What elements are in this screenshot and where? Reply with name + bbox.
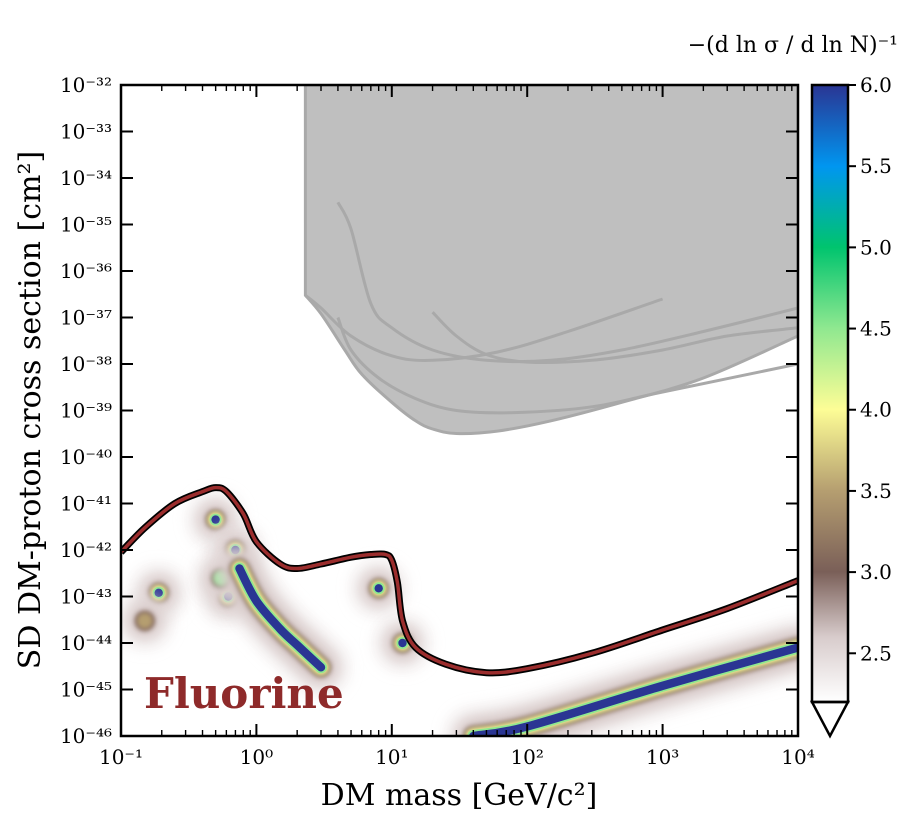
colorbar-title: −(d ln σ / d ln N)⁻¹ — [688, 33, 898, 58]
x-axis-title: DM mass [GeV/c²] — [321, 778, 598, 813]
colorbar-gradient — [812, 85, 848, 702]
colorbar: 6.0 5.5 5.0 4.5 4.0 3.5 3.0 2.5 −(d ln σ / d ln… — [688, 33, 898, 739]
y-tick-label: 10⁻³⁴ — [60, 166, 112, 190]
excluded-region — [303, 85, 798, 436]
contour-hotspot-2-level-6 — [211, 515, 220, 524]
y-tick-label: 10⁻³⁸ — [60, 352, 112, 376]
y-tick-label: 10⁻³⁶ — [60, 259, 112, 283]
limit-curve-1 — [304, 294, 664, 362]
colorbar-tick-label: 2.5 — [860, 641, 892, 665]
y-tick-label: 10⁻⁴⁵ — [60, 678, 112, 702]
contour-hotspot-7-level-6 — [374, 584, 383, 593]
x-tick-label: 10³ — [646, 745, 679, 769]
contour-hotspot-8-level-6 — [398, 638, 407, 648]
y-tick-label: 10⁻⁴⁰ — [60, 445, 112, 469]
colorbar-tick-label: 3.0 — [860, 560, 892, 584]
limit-curve-4 — [336, 316, 798, 415]
plot-area — [121, 85, 798, 736]
colorbar-extension — [809, 700, 851, 739]
x-axis: 10⁻¹ 10⁰ 10¹ 10² 10³ 10⁴ — [99, 85, 815, 769]
colorbar-tick-label: 5.0 — [860, 235, 892, 259]
colorbar-tick-label: 4.0 — [860, 398, 892, 422]
colorbar-tick-label: 3.5 — [860, 479, 892, 503]
y-tick-label: 10⁻³² — [60, 73, 112, 97]
contour-hotspot-1-level-6 — [154, 588, 163, 597]
colorbar-frame — [810, 83, 850, 704]
contour-map — [121, 495, 798, 736]
x-tick-label: 10⁻¹ — [99, 745, 143, 769]
x-tick-label: 10² — [510, 745, 543, 769]
x-tick-label: 10¹ — [375, 745, 408, 769]
contour-hotspot-6-level-4 — [137, 613, 153, 629]
y-axis-title: SD DM-proton cross section [cm²] — [13, 151, 48, 669]
limit-curve-2 — [336, 201, 798, 364]
x-tick-label: 10⁴ — [781, 745, 814, 769]
neutrino-floor-line — [121, 485, 798, 675]
colorbar-tick-label: 4.5 — [860, 317, 892, 341]
limit-curve-3 — [431, 311, 798, 364]
y-axis: 10⁻³² 10⁻³³ 10⁻³⁴ 10⁻³⁵ 10⁻³⁶ 10⁻³⁷ 10⁻³⁸ 10⁻³⁹… — [60, 73, 798, 748]
y-tick-label: 10⁻⁴¹ — [60, 492, 112, 516]
y-tick-label: 10⁻⁴³ — [60, 585, 112, 609]
y-tick-label: 10⁻⁴² — [60, 538, 112, 562]
y-tick-label: 10⁻³⁵ — [60, 213, 112, 237]
y-tick-label: 10⁻³⁷ — [60, 306, 112, 330]
y-tick-label: 10⁻³⁹ — [60, 399, 112, 423]
colorbar-tick-label: 6.0 — [860, 73, 892, 97]
y-tick-label: 10⁻⁴⁴ — [60, 631, 112, 655]
limit-curves — [304, 201, 798, 415]
x-tick-label: 10⁰ — [240, 745, 273, 769]
y-tick-label: 10⁻⁴⁶ — [60, 724, 112, 748]
y-tick-label: 10⁻³³ — [60, 120, 112, 144]
contour-ridge-1-level-6 — [235, 564, 326, 672]
contour-ridge-2-level-6 — [469, 643, 798, 736]
colorbar-tick-label: 5.5 — [860, 154, 892, 178]
fluorine-label: Fluorine — [144, 669, 344, 718]
